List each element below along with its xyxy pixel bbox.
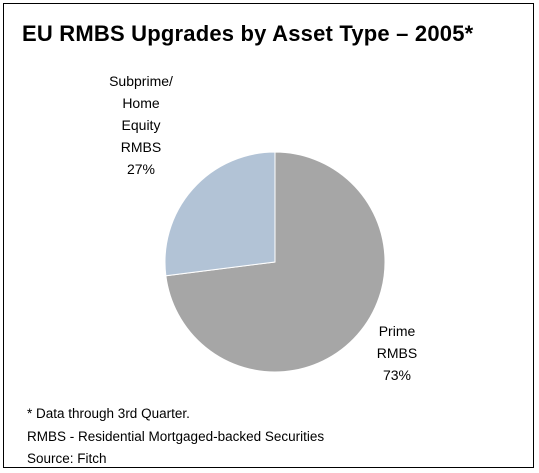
slice-label-0-line-0: Prime — [379, 323, 416, 339]
slice-label-1-line-2: Equity — [122, 117, 161, 133]
slice-label-0-line-1: RMBS — [377, 345, 417, 361]
slice-value-label-1: 27% — [127, 161, 155, 177]
footnotes: * Data through 3rd Quarter. RMBS - Resid… — [27, 403, 324, 471]
pie-slices — [164, 151, 386, 373]
pie-slice-1 — [164, 151, 276, 277]
slice-label-1-line-3: RMBS — [121, 139, 161, 155]
footnote-source: Source: Fitch — [27, 451, 107, 466]
slice-label-1-line-0: Subprime/ — [109, 73, 173, 89]
footnote-data-period: * Data through 3rd Quarter. — [27, 406, 190, 421]
slice-label-1-line-1: Home — [122, 95, 160, 111]
footnote-definition: RMBS - Residential Mortgaged-backed Secu… — [27, 428, 325, 444]
chart-title: EU RMBS Upgrades by Asset Type – 2005* — [22, 21, 474, 46]
slice-labels: Prime RMBS 73% Subprime/Home Equity RMBS 27% — [109, 73, 417, 383]
slice-value-label-0: 73% — [383, 367, 411, 383]
